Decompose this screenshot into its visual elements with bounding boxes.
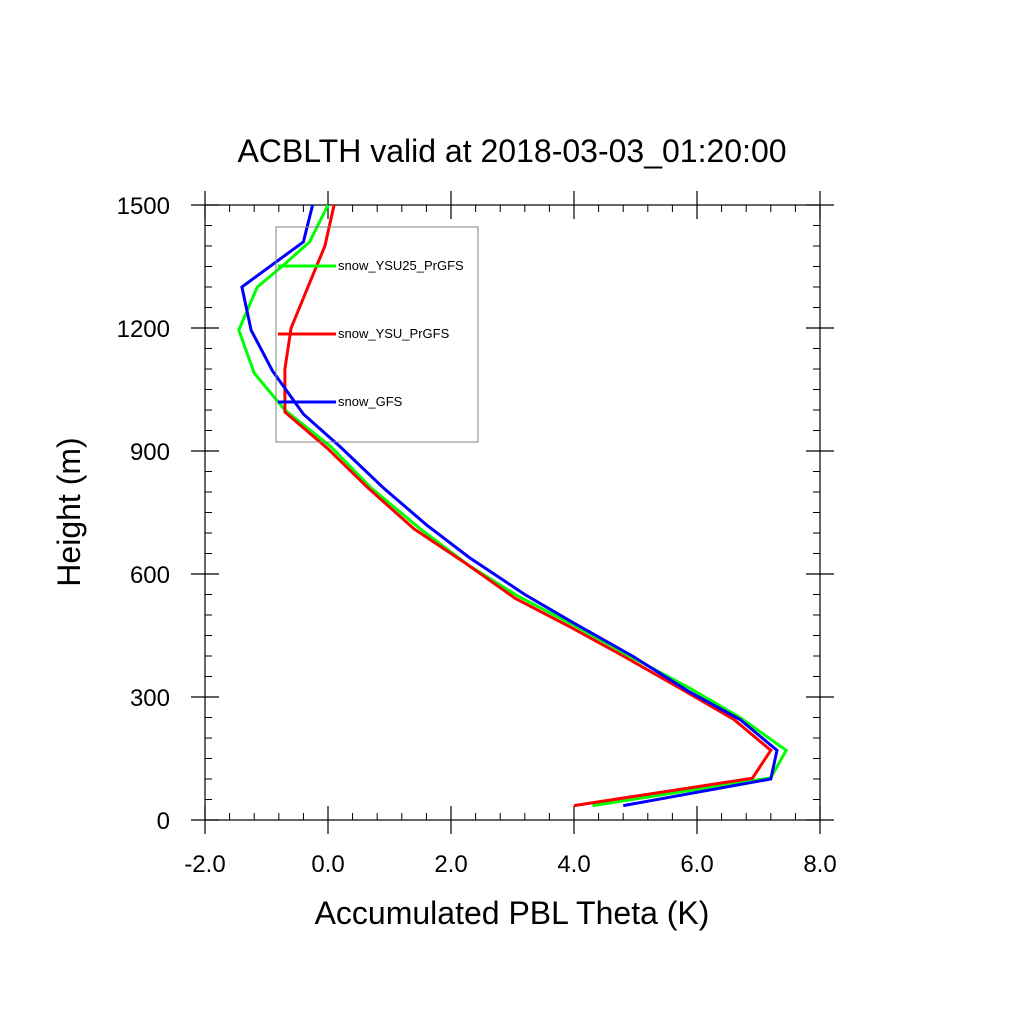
x-tick-label: 4.0 (557, 851, 590, 878)
legend-label-snow-ysu25-prgfs: snow_YSU25_PrGFS (338, 258, 464, 273)
y-tick-label: 600 (130, 562, 170, 589)
legend-item-snow-ysu-prgfs: snow_YSU_PrGFS (278, 326, 450, 341)
series-lines (237, 204, 789, 808)
y-tick-labels: 0 300 600 900 1200 1500 (117, 193, 170, 835)
series-line-snow-ysu-prgfs (283, 204, 773, 808)
x-tick-label: 0.0 (311, 851, 344, 878)
x-tick-label: -2.0 (184, 851, 225, 878)
series-line-snow-gfs (240, 204, 779, 808)
y-tick-label: 300 (130, 685, 170, 712)
legend-box (275, 226, 479, 443)
x-tick-label: 6.0 (680, 851, 713, 878)
y-tick-label: 900 (130, 439, 170, 466)
y-axis-label: Height (m) (51, 437, 87, 586)
legend-item-snow-gfs: snow_GFS (278, 394, 403, 409)
y-tick-label: 1200 (117, 316, 170, 343)
legend: snow_YSU25_PrGFS snow_YSU_PrGFS snow_GFS (275, 226, 479, 443)
series-line-snow-ysu25-prgfs (237, 204, 789, 808)
x-axis-label: Accumulated PBL Theta (K) (315, 895, 710, 931)
y-tick-label: 1500 (117, 193, 170, 220)
x-tick-label: 8.0 (803, 851, 836, 878)
minor-ticks (204, 204, 821, 821)
legend-label-snow-gfs: snow_GFS (338, 394, 403, 409)
major-ticks (191, 191, 834, 834)
x-tick-label: 2.0 (434, 851, 467, 878)
legend-label-snow-ysu-prgfs: snow_YSU_PrGFS (338, 326, 450, 341)
x-tick-labels: -2.0 0.0 2.0 4.0 6.0 8.0 (184, 851, 836, 878)
legend-item-snow-ysu25-prgfs: snow_YSU25_PrGFS (278, 258, 464, 273)
y-tick-label: 0 (157, 808, 170, 835)
plot-frame (204, 204, 821, 821)
chart-title: ACBLTH valid at 2018-03-03_01:20:00 (237, 133, 786, 169)
